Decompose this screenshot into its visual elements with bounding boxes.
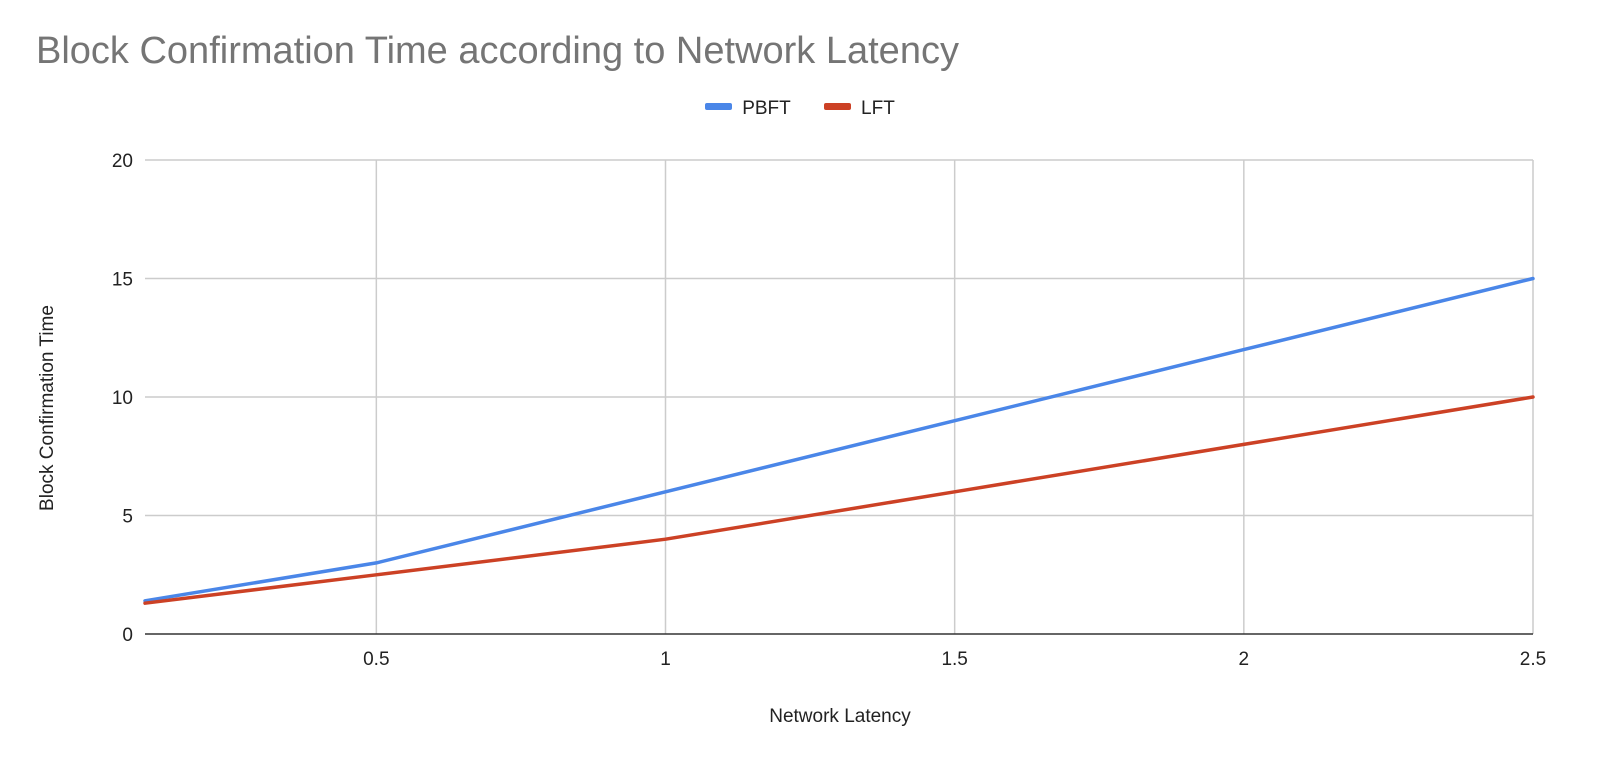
y-tick-label-0: 0 — [122, 625, 133, 646]
y-tick-label-15: 15 — [112, 270, 133, 291]
x-tick-label-1: 1 — [660, 649, 671, 670]
legend-swatch-lft — [824, 103, 852, 111]
tick-labels: 0 5 10 15 20 0.5 1 1.5 2 2.5 — [112, 151, 1546, 670]
series-lines — [143, 276, 1535, 605]
legend-label-pbft: PBFT — [742, 98, 791, 119]
legend-label-lft: LFT — [861, 98, 895, 119]
grid-lines — [145, 159, 1534, 634]
x-tick-label-1-5: 1.5 — [941, 649, 967, 670]
y-tick-label-10: 10 — [112, 388, 133, 409]
x-tick-label-2: 2 — [1239, 649, 1250, 670]
legend: PBFT LFT — [0, 98, 1600, 120]
y-axis-title: Block Confirmation Time — [37, 305, 58, 511]
series-line-lft — [143, 395, 1535, 605]
y-tick-label-5: 5 — [122, 507, 133, 528]
x-tick-label-2-5: 2.5 — [1520, 649, 1546, 670]
legend-swatch-pbft — [705, 103, 733, 111]
x-axis-title: Network Latency — [769, 706, 911, 727]
y-tick-label-20: 20 — [112, 151, 133, 172]
legend-item-pbft: PBFT — [705, 98, 791, 120]
x-tick-label-0-5: 0.5 — [363, 649, 389, 670]
series-line-pbft — [143, 276, 1535, 603]
legend-item-lft: LFT — [824, 98, 895, 120]
chart-title: Block Confirmation Time according to Net… — [36, 30, 959, 72]
